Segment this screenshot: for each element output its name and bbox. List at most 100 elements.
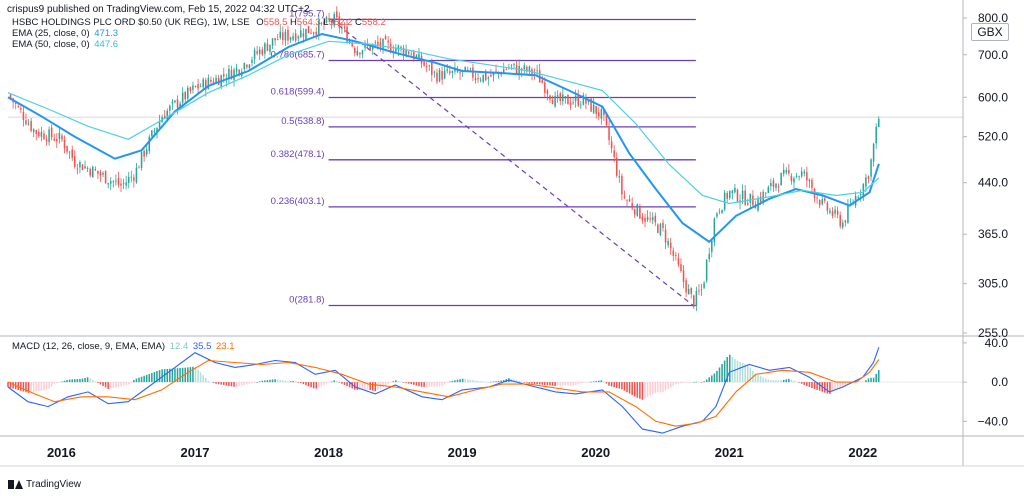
macd-histogram-bar: [461, 378, 464, 383]
candle-body: [302, 33, 305, 37]
macd-histogram-bar: [639, 382, 641, 399]
macd-histogram-bar: [91, 379, 94, 383]
macd-histogram-bar: [711, 375, 713, 383]
macd-histogram-bar: [336, 380, 338, 383]
macd-histogram-bar: [233, 382, 235, 387]
candle-body: [677, 258, 680, 265]
candle-body: [423, 61, 425, 66]
candle-body: [53, 138, 56, 141]
macd-histogram-bar: [441, 382, 443, 387]
candle-body: [395, 48, 397, 53]
macd-histogram-bar: [824, 382, 826, 393]
candle-body: [667, 241, 669, 246]
macd-histogram-bar: [307, 382, 310, 387]
candle-body: [484, 72, 487, 81]
candle-body: [222, 74, 225, 77]
macd-histogram-bar: [605, 382, 608, 384]
candle-body: [341, 28, 343, 30]
macd-histogram-bar: [682, 382, 685, 383]
macd-histogram-bar: [89, 378, 91, 383]
macd-histogram-bar: [695, 381, 698, 383]
candle-body: [567, 94, 569, 105]
macd-histogram-bar: [806, 382, 808, 386]
candle-body: [248, 64, 251, 69]
macd-tick-label: −40.0: [978, 414, 1009, 428]
candle-body: [793, 178, 795, 183]
candle-body: [446, 69, 448, 71]
time-axis[interactable]: 2016 2017 2018 2019 2020 2021 2022: [47, 445, 877, 460]
currency-label[interactable]: GBX: [971, 23, 1009, 41]
macd-histogram-bar: [818, 382, 821, 391]
macd-histogram-bar: [492, 381, 495, 383]
macd-histogram-bar: [287, 381, 289, 383]
candle-body: [361, 50, 364, 55]
candle-body: [163, 115, 166, 119]
candle-body: [705, 259, 708, 281]
candle-body: [166, 110, 169, 120]
candle-body: [369, 45, 371, 51]
macd-histogram-bar: [235, 382, 238, 387]
candle-body: [559, 93, 562, 101]
macd-histogram-bar: [865, 380, 867, 383]
candle-body: [364, 42, 366, 48]
candle-body: [179, 103, 181, 109]
macd-histogram-bar: [133, 380, 135, 383]
fib-level-label: 1(795.7): [289, 8, 324, 19]
candle-body: [790, 175, 793, 182]
fib-level-label: 0.236(403.1): [271, 196, 325, 207]
macd-histogram-bar: [325, 382, 328, 384]
macd-histogram-bar: [117, 382, 120, 387]
macd-histogram-bar: [48, 382, 50, 389]
candle-body: [127, 177, 130, 183]
price-axis[interactable]: 800.0 700.0 600.0 520.0 440.0 365.0 305.0 255.0: [963, 11, 1008, 340]
macd-histogram-bar: [464, 379, 466, 383]
close-label: C: [355, 17, 362, 28]
time-tick-label: 2020: [581, 445, 610, 460]
macd-tick-label: 40.0: [985, 336, 1009, 350]
candle-body: [443, 70, 446, 79]
macd-histogram-bar: [628, 382, 631, 394]
candle-body: [441, 71, 443, 80]
candle-body: [764, 192, 767, 194]
macd-histogram-bar: [531, 382, 533, 384]
candle-body: [148, 136, 151, 152]
candle-body: [685, 280, 687, 293]
candle-body: [68, 151, 71, 153]
time-tick-label: 2016: [47, 445, 76, 460]
macd-histogram-bar: [520, 381, 523, 383]
candle-body: [754, 206, 757, 209]
ema25-line: [7, 32, 880, 244]
macd-histogram-bar: [592, 381, 595, 383]
candle-body: [800, 171, 803, 177]
candle-body: [274, 38, 276, 41]
candle-body: [467, 69, 469, 71]
macd-histogram-bar: [723, 360, 726, 383]
candle-body: [258, 49, 261, 55]
macd-histogram-bar: [867, 378, 870, 383]
fibonacci-retracement[interactable]: 1(795.7) 0.786(685.7) 0.618(599.4) 0.5(538.…: [271, 8, 696, 307]
candle-body: [536, 70, 538, 72]
macd-histogram-bar: [613, 382, 615, 388]
candle-body: [276, 39, 279, 40]
macd-histogram-bar: [654, 382, 657, 393]
candle-body: [109, 180, 112, 184]
candle-body: [181, 92, 184, 103]
macd-histogram-bar: [179, 368, 181, 383]
candle-body: [20, 108, 22, 110]
macd-histogram-bar: [20, 382, 22, 391]
time-tick-label: 2021: [715, 445, 744, 460]
candle-body: [66, 145, 68, 152]
macd-histogram-bar: [672, 382, 675, 386]
macd-histogram-bar: [176, 368, 179, 383]
candle-body: [870, 159, 872, 177]
macd-histogram-bar: [569, 382, 572, 386]
macd-histogram-bar: [312, 382, 315, 389]
candle-body: [680, 264, 682, 272]
macd-histogram-bar: [104, 382, 107, 388]
macd-histogram-bar: [662, 382, 664, 392]
symbol-legend: HSBC HOLDINGS PLC ORD $0.50 (UK REG), 1W…: [12, 17, 386, 28]
macd-histogram-bar: [767, 379, 770, 383]
low-value: 552.2: [328, 17, 353, 28]
candle-body: [613, 150, 615, 158]
